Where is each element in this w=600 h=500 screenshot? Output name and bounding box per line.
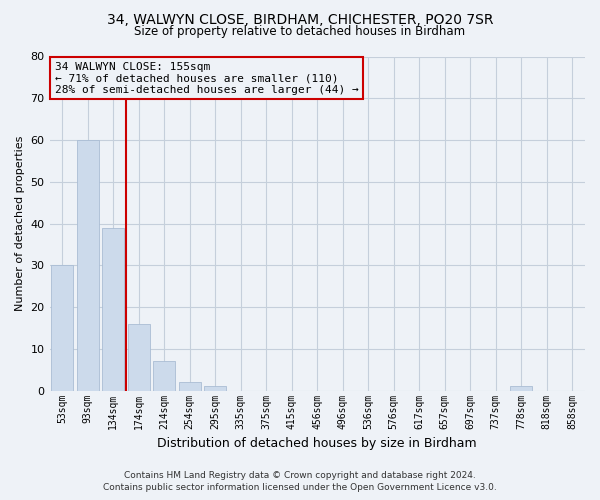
Bar [77, 140, 98, 390]
Bar [154, 362, 175, 390]
Bar [52, 266, 73, 390]
Text: Size of property relative to detached houses in Birdham: Size of property relative to detached ho… [134, 25, 466, 38]
Bar [179, 382, 200, 390]
X-axis label: Distribution of detached houses by size in Birdham: Distribution of detached houses by size … [157, 437, 477, 450]
Bar [511, 386, 532, 390]
Text: 34, WALWYN CLOSE, BIRDHAM, CHICHESTER, PO20 7SR: 34, WALWYN CLOSE, BIRDHAM, CHICHESTER, P… [107, 12, 493, 26]
Y-axis label: Number of detached properties: Number of detached properties [15, 136, 25, 312]
Text: 34 WALWYN CLOSE: 155sqm
← 71% of detached houses are smaller (110)
28% of semi-d: 34 WALWYN CLOSE: 155sqm ← 71% of detache… [55, 62, 359, 94]
Bar [103, 228, 124, 390]
Bar [128, 324, 149, 390]
Text: Contains HM Land Registry data © Crown copyright and database right 2024.
Contai: Contains HM Land Registry data © Crown c… [103, 471, 497, 492]
Bar [205, 386, 226, 390]
